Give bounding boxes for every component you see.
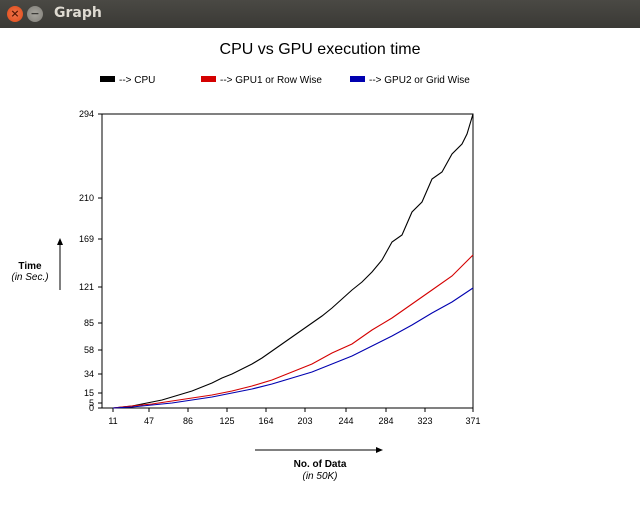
y-tick-label: 5 [89,398,94,408]
series-line-gpu2 [112,287,474,409]
y-tick-label: 294 [79,109,94,119]
y-tick-label: 121 [79,282,94,292]
legend-swatch [201,76,216,82]
y-tick-label: 85 [84,318,94,328]
x-axis-unit: (in 50K) [302,471,337,482]
chart-title: CPU vs GPU execution time [220,41,421,58]
legend-swatch [100,76,115,82]
series-lines [112,113,474,409]
series-line-gpu1 [112,254,474,409]
window-titlebar: × − Graph [0,0,640,28]
y-tick-label: 169 [79,234,94,244]
legend-label: --> GPU1 or Row Wise [220,75,322,86]
x-tick-label: 323 [417,416,432,426]
y-tick-label: 210 [79,193,94,203]
x-tick-label: 371 [465,416,480,426]
y-axis-arrowhead [57,238,63,245]
minimize-icon[interactable]: − [27,6,43,22]
x-tick-label: 47 [144,416,154,426]
plot-frame [101,113,474,409]
x-tick-label: 125 [219,416,234,426]
x-tick-label: 284 [378,416,393,426]
x-axis-arrowhead [376,447,383,453]
chart-legend: --> CPU --> GPU1 or Row Wise --> GPU2 or G… [100,75,470,86]
chart-area: CPU vs GPU execution time --> CPU --> GPU… [0,28,640,508]
y-axis-label: Time [18,261,42,272]
chart-svg: CPU vs GPU execution time --> CPU --> GPU… [11,41,481,482]
legend-label: --> CPU [119,75,155,86]
y-tick-label: 34 [84,369,94,379]
legend-label: --> GPU2 or Grid Wise [369,75,470,86]
y-tick-label: 58 [84,345,94,355]
x-axis: 11 47 86 125 164 203 244 284 323 371 [108,408,481,426]
x-tick-label: 11 [108,416,117,426]
series-line-cpu [112,113,474,409]
y-tick-label: 15 [84,388,94,398]
x-tick-label: 86 [183,416,193,426]
y-axis-unit: (in Sec.) [11,272,48,283]
window-title: Graph [54,5,102,21]
y-tick-label: 0 [89,403,94,413]
close-icon[interactable]: × [7,6,23,22]
legend-swatch [350,76,365,82]
x-axis-label: No. of Data [294,459,347,470]
x-tick-label: 244 [338,416,353,426]
x-tick-label: 164 [258,416,273,426]
x-tick-label: 203 [297,416,312,426]
